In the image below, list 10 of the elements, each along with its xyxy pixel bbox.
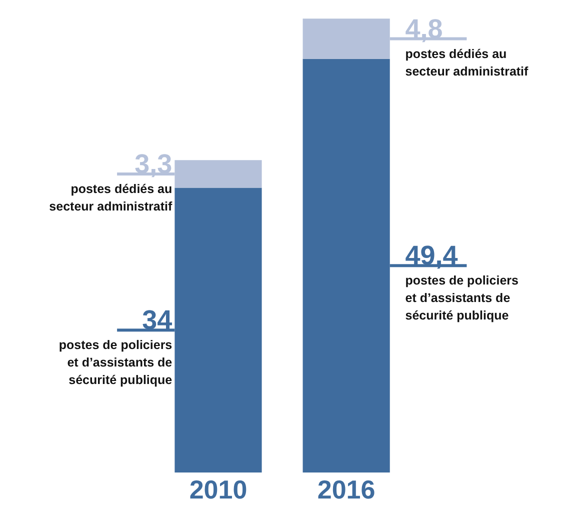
data-label: 4,8 bbox=[405, 14, 443, 44]
annotation: postes dédiés au secteur administratif bbox=[405, 46, 530, 78]
x-tick-label: 2010 bbox=[189, 474, 248, 504]
annotation: postes de policiers et d’assistants de sécurité publique bbox=[58, 338, 172, 388]
x-tick-label: 2016 bbox=[317, 474, 376, 504]
annotation: postes de policiers et d’assistants de sécurité publique bbox=[405, 274, 519, 323]
annotation: postes dédiés au secteur administratif bbox=[49, 182, 173, 214]
data-label: 49,4 bbox=[405, 240, 458, 271]
data-label: 3,3 bbox=[134, 148, 172, 179]
data-label: 34 bbox=[142, 305, 172, 336]
